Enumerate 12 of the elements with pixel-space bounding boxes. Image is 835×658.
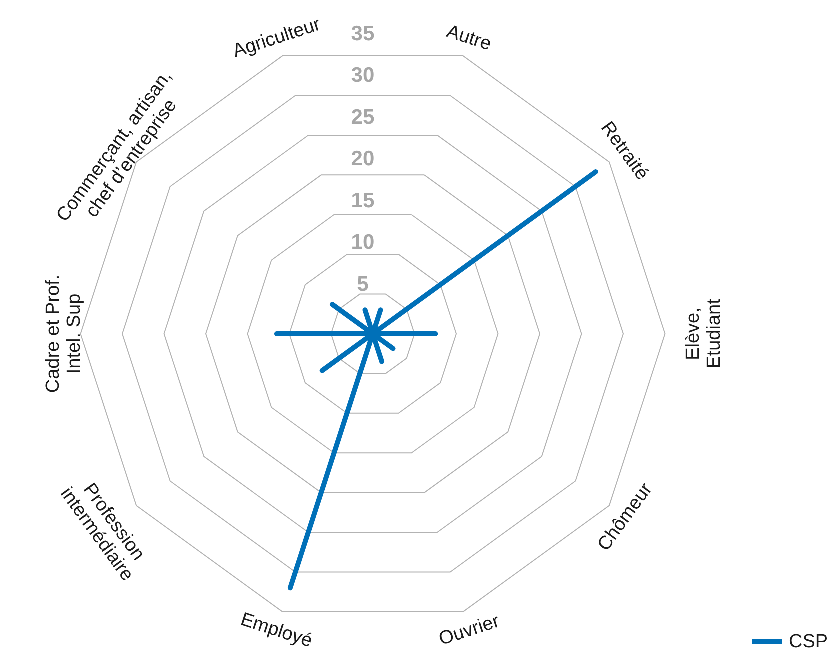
spoke-label: Ouvrier	[436, 610, 503, 650]
spoke-label: Autre	[444, 21, 494, 56]
y-tick-label: 20	[351, 148, 375, 171]
y-tick-label: 25	[351, 106, 375, 129]
y-tick-label: 30	[351, 64, 375, 88]
y-tick-label: 10	[351, 231, 375, 254]
spoke-label: Elève, Etudiant	[682, 298, 725, 369]
spoke-label: Cadre et Prof. Intel. Sup	[43, 274, 86, 394]
y-tick-label: 5	[357, 272, 370, 296]
legend-label: CSP	[789, 632, 828, 652]
y-tick-label: 15	[351, 189, 375, 212]
y-tick-label: 35	[351, 22, 375, 46]
